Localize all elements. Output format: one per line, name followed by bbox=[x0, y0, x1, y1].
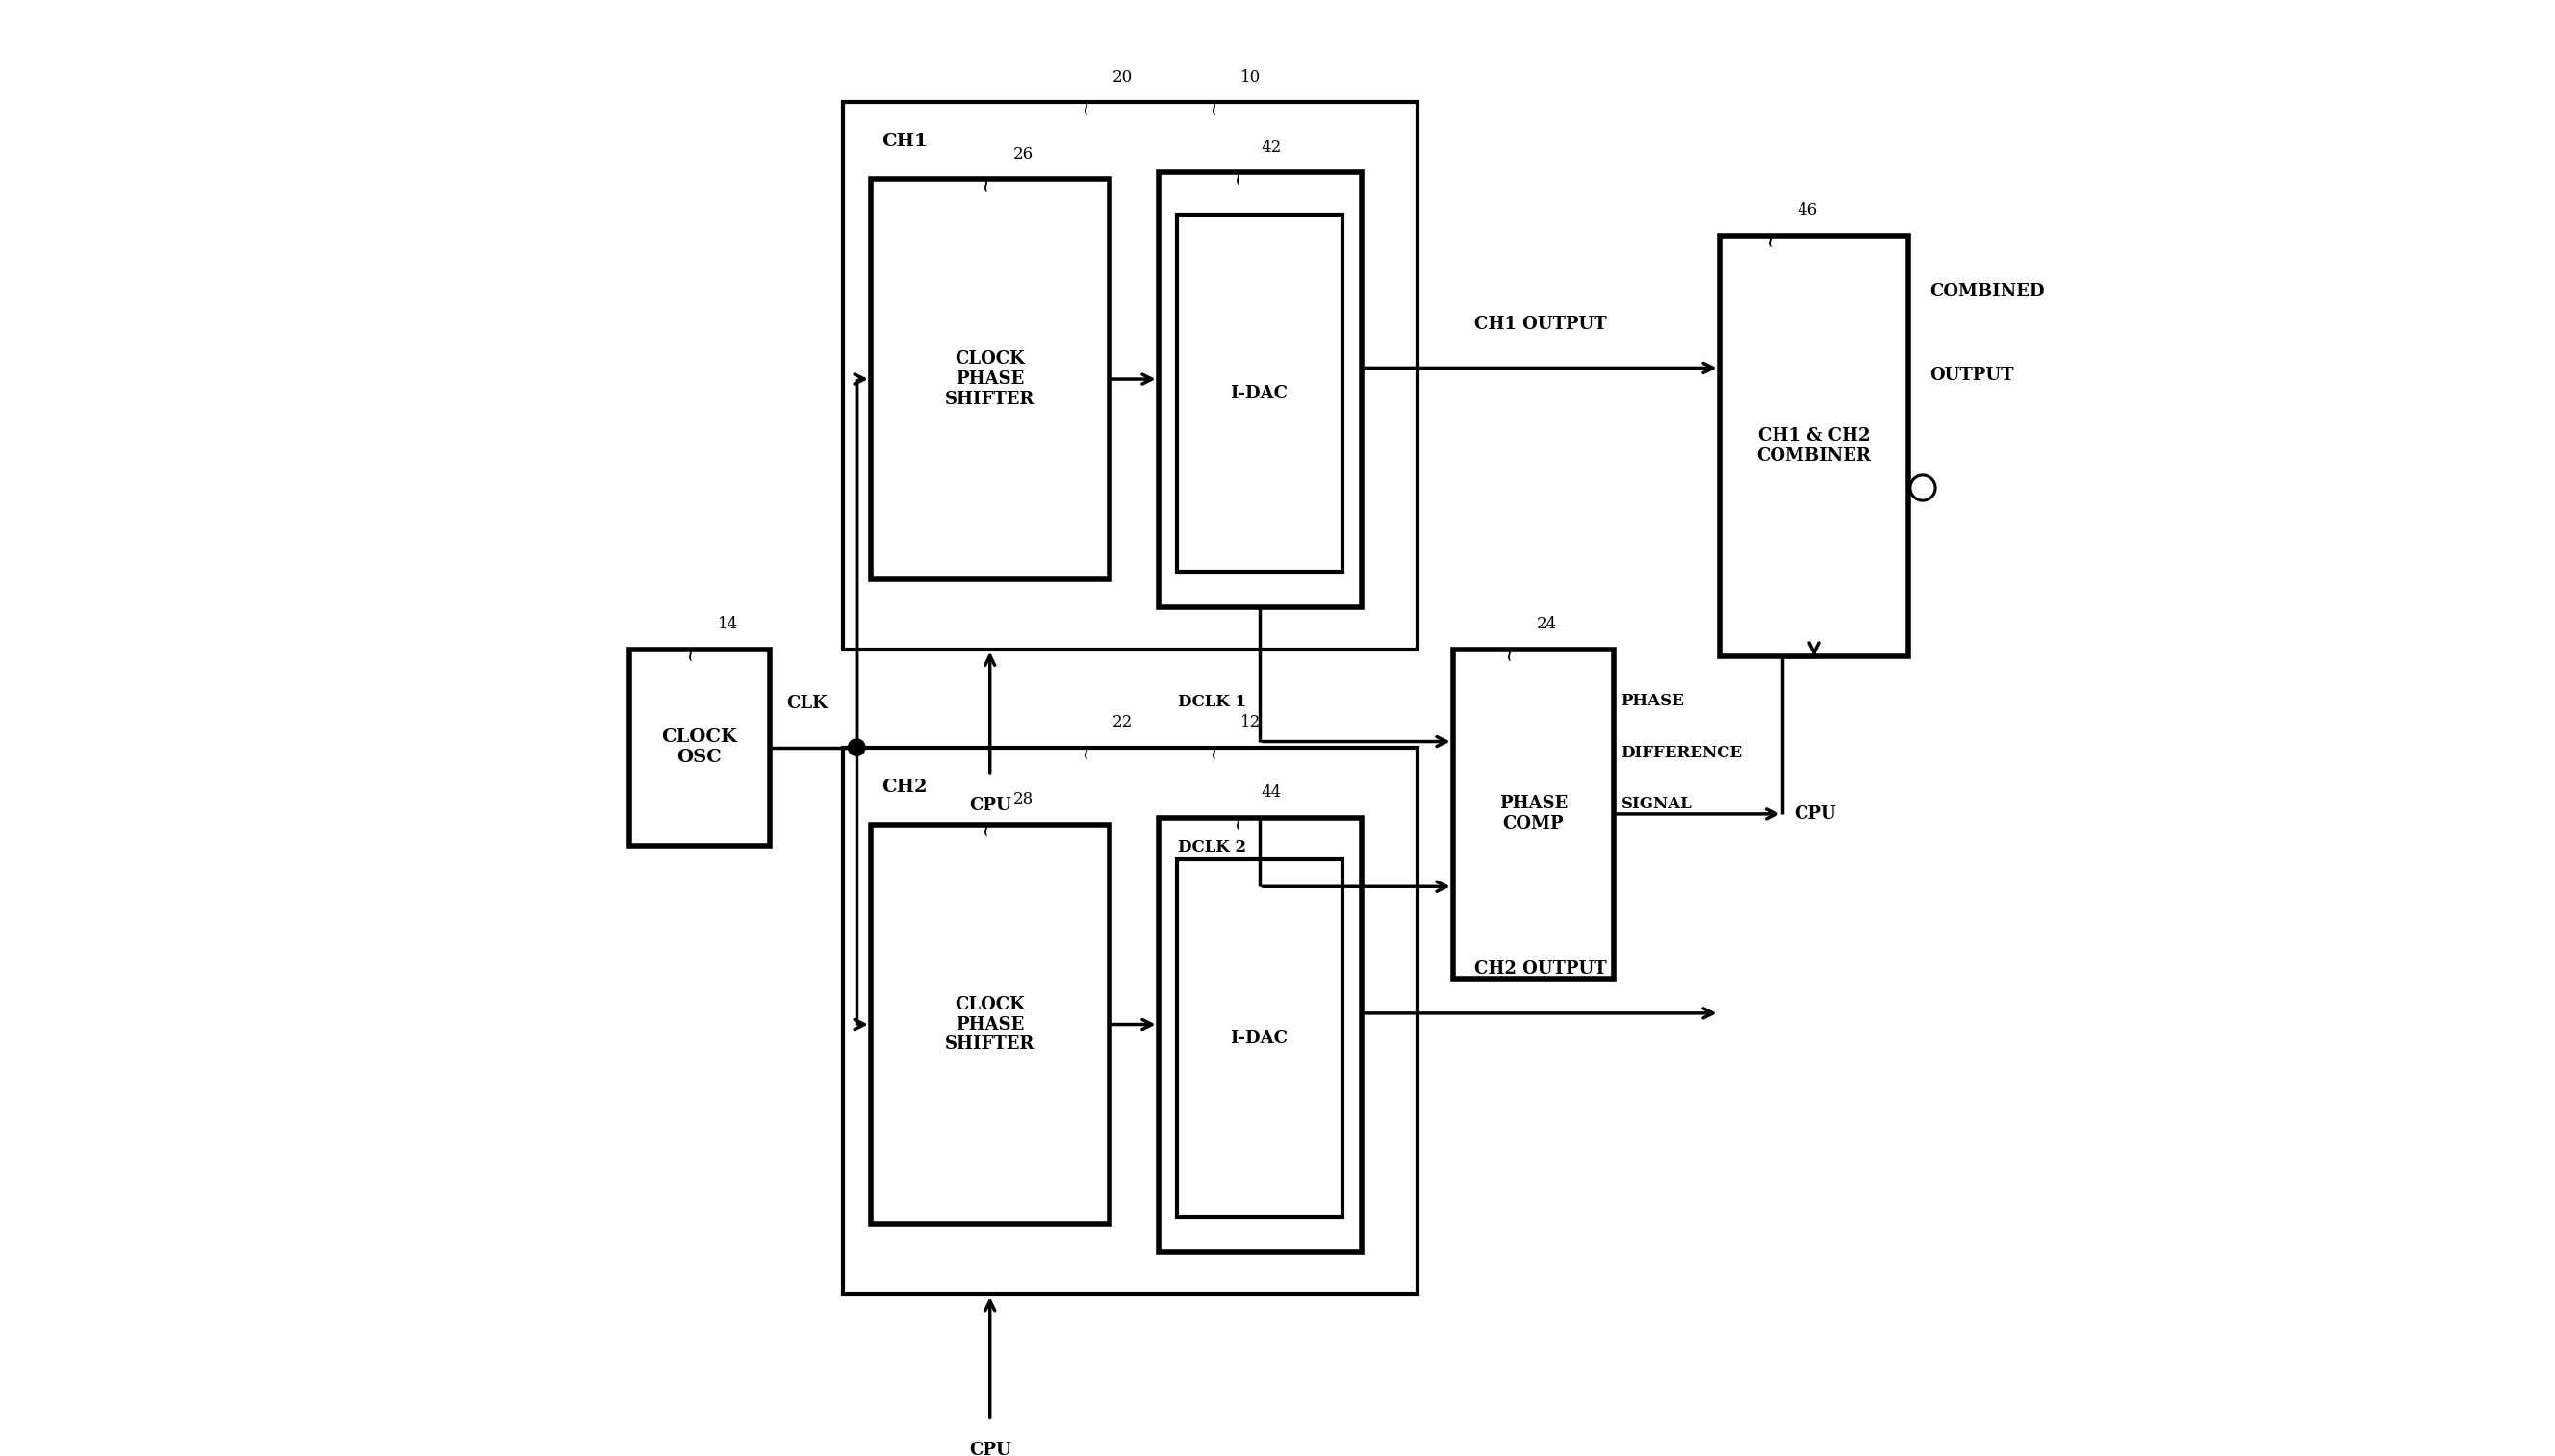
Text: COMBINED: COMBINED bbox=[1929, 282, 2044, 300]
Text: 22: 22 bbox=[1111, 715, 1132, 731]
FancyBboxPatch shape bbox=[1157, 172, 1362, 607]
Text: CH1 & CH2
COMBINER: CH1 & CH2 COMBINER bbox=[1758, 427, 1870, 464]
Circle shape bbox=[848, 740, 866, 756]
Text: ~: ~ bbox=[976, 818, 994, 836]
Text: 24: 24 bbox=[1536, 616, 1556, 632]
Text: CH1 OUTPUT: CH1 OUTPUT bbox=[1474, 316, 1607, 333]
Text: CH1: CH1 bbox=[881, 132, 927, 150]
Text: CLOCK
PHASE
SHIFTER: CLOCK PHASE SHIFTER bbox=[945, 351, 1035, 408]
Text: 26: 26 bbox=[1014, 146, 1032, 163]
Text: 10: 10 bbox=[1242, 68, 1262, 86]
Text: 44: 44 bbox=[1262, 785, 1283, 801]
Text: 12: 12 bbox=[1242, 715, 1262, 731]
Text: DCLK 1: DCLK 1 bbox=[1178, 695, 1247, 711]
Text: PHASE
COMP: PHASE COMP bbox=[1500, 795, 1569, 833]
Text: I-DAC: I-DAC bbox=[1232, 1029, 1288, 1047]
Text: CPU: CPU bbox=[1794, 805, 1837, 823]
Text: ~: ~ bbox=[1229, 812, 1247, 828]
Text: ~: ~ bbox=[976, 173, 994, 191]
FancyBboxPatch shape bbox=[1175, 214, 1341, 572]
Text: CPU: CPU bbox=[968, 796, 1012, 814]
Text: ~: ~ bbox=[1229, 166, 1247, 183]
Text: ~: ~ bbox=[682, 644, 700, 661]
Text: ~: ~ bbox=[1076, 741, 1094, 759]
FancyBboxPatch shape bbox=[843, 102, 1418, 649]
FancyBboxPatch shape bbox=[1175, 859, 1341, 1217]
FancyBboxPatch shape bbox=[1157, 817, 1362, 1252]
FancyBboxPatch shape bbox=[1454, 649, 1615, 978]
Text: PHASE: PHASE bbox=[1622, 693, 1684, 709]
Text: CLOCK
PHASE
SHIFTER: CLOCK PHASE SHIFTER bbox=[945, 996, 1035, 1053]
Text: ~: ~ bbox=[1203, 741, 1221, 759]
FancyBboxPatch shape bbox=[1720, 236, 1909, 657]
Text: SIGNAL: SIGNAL bbox=[1622, 796, 1691, 812]
Text: ~: ~ bbox=[1076, 96, 1094, 114]
Text: CLK: CLK bbox=[787, 695, 828, 712]
Text: CLOCK
OSC: CLOCK OSC bbox=[662, 729, 738, 766]
FancyBboxPatch shape bbox=[871, 824, 1109, 1224]
Text: CH2 OUTPUT: CH2 OUTPUT bbox=[1474, 961, 1607, 978]
Text: CH2: CH2 bbox=[881, 779, 927, 795]
Text: I-DAC: I-DAC bbox=[1232, 384, 1288, 402]
Text: ~: ~ bbox=[1760, 230, 1778, 246]
FancyBboxPatch shape bbox=[871, 179, 1109, 579]
Text: DCLK 2: DCLK 2 bbox=[1178, 839, 1247, 856]
Text: 20: 20 bbox=[1111, 68, 1132, 86]
Text: OUTPUT: OUTPUT bbox=[1929, 367, 2013, 384]
Text: 28: 28 bbox=[1014, 792, 1035, 808]
FancyBboxPatch shape bbox=[629, 649, 769, 846]
FancyBboxPatch shape bbox=[843, 747, 1418, 1294]
Text: DIFFERENCE: DIFFERENCE bbox=[1622, 744, 1743, 760]
Text: 14: 14 bbox=[718, 616, 738, 632]
Text: 46: 46 bbox=[1796, 202, 1817, 218]
Text: ~: ~ bbox=[1500, 644, 1518, 661]
Text: ~: ~ bbox=[1203, 96, 1221, 114]
Text: 42: 42 bbox=[1262, 140, 1283, 156]
Text: CPU: CPU bbox=[968, 1441, 1012, 1456]
